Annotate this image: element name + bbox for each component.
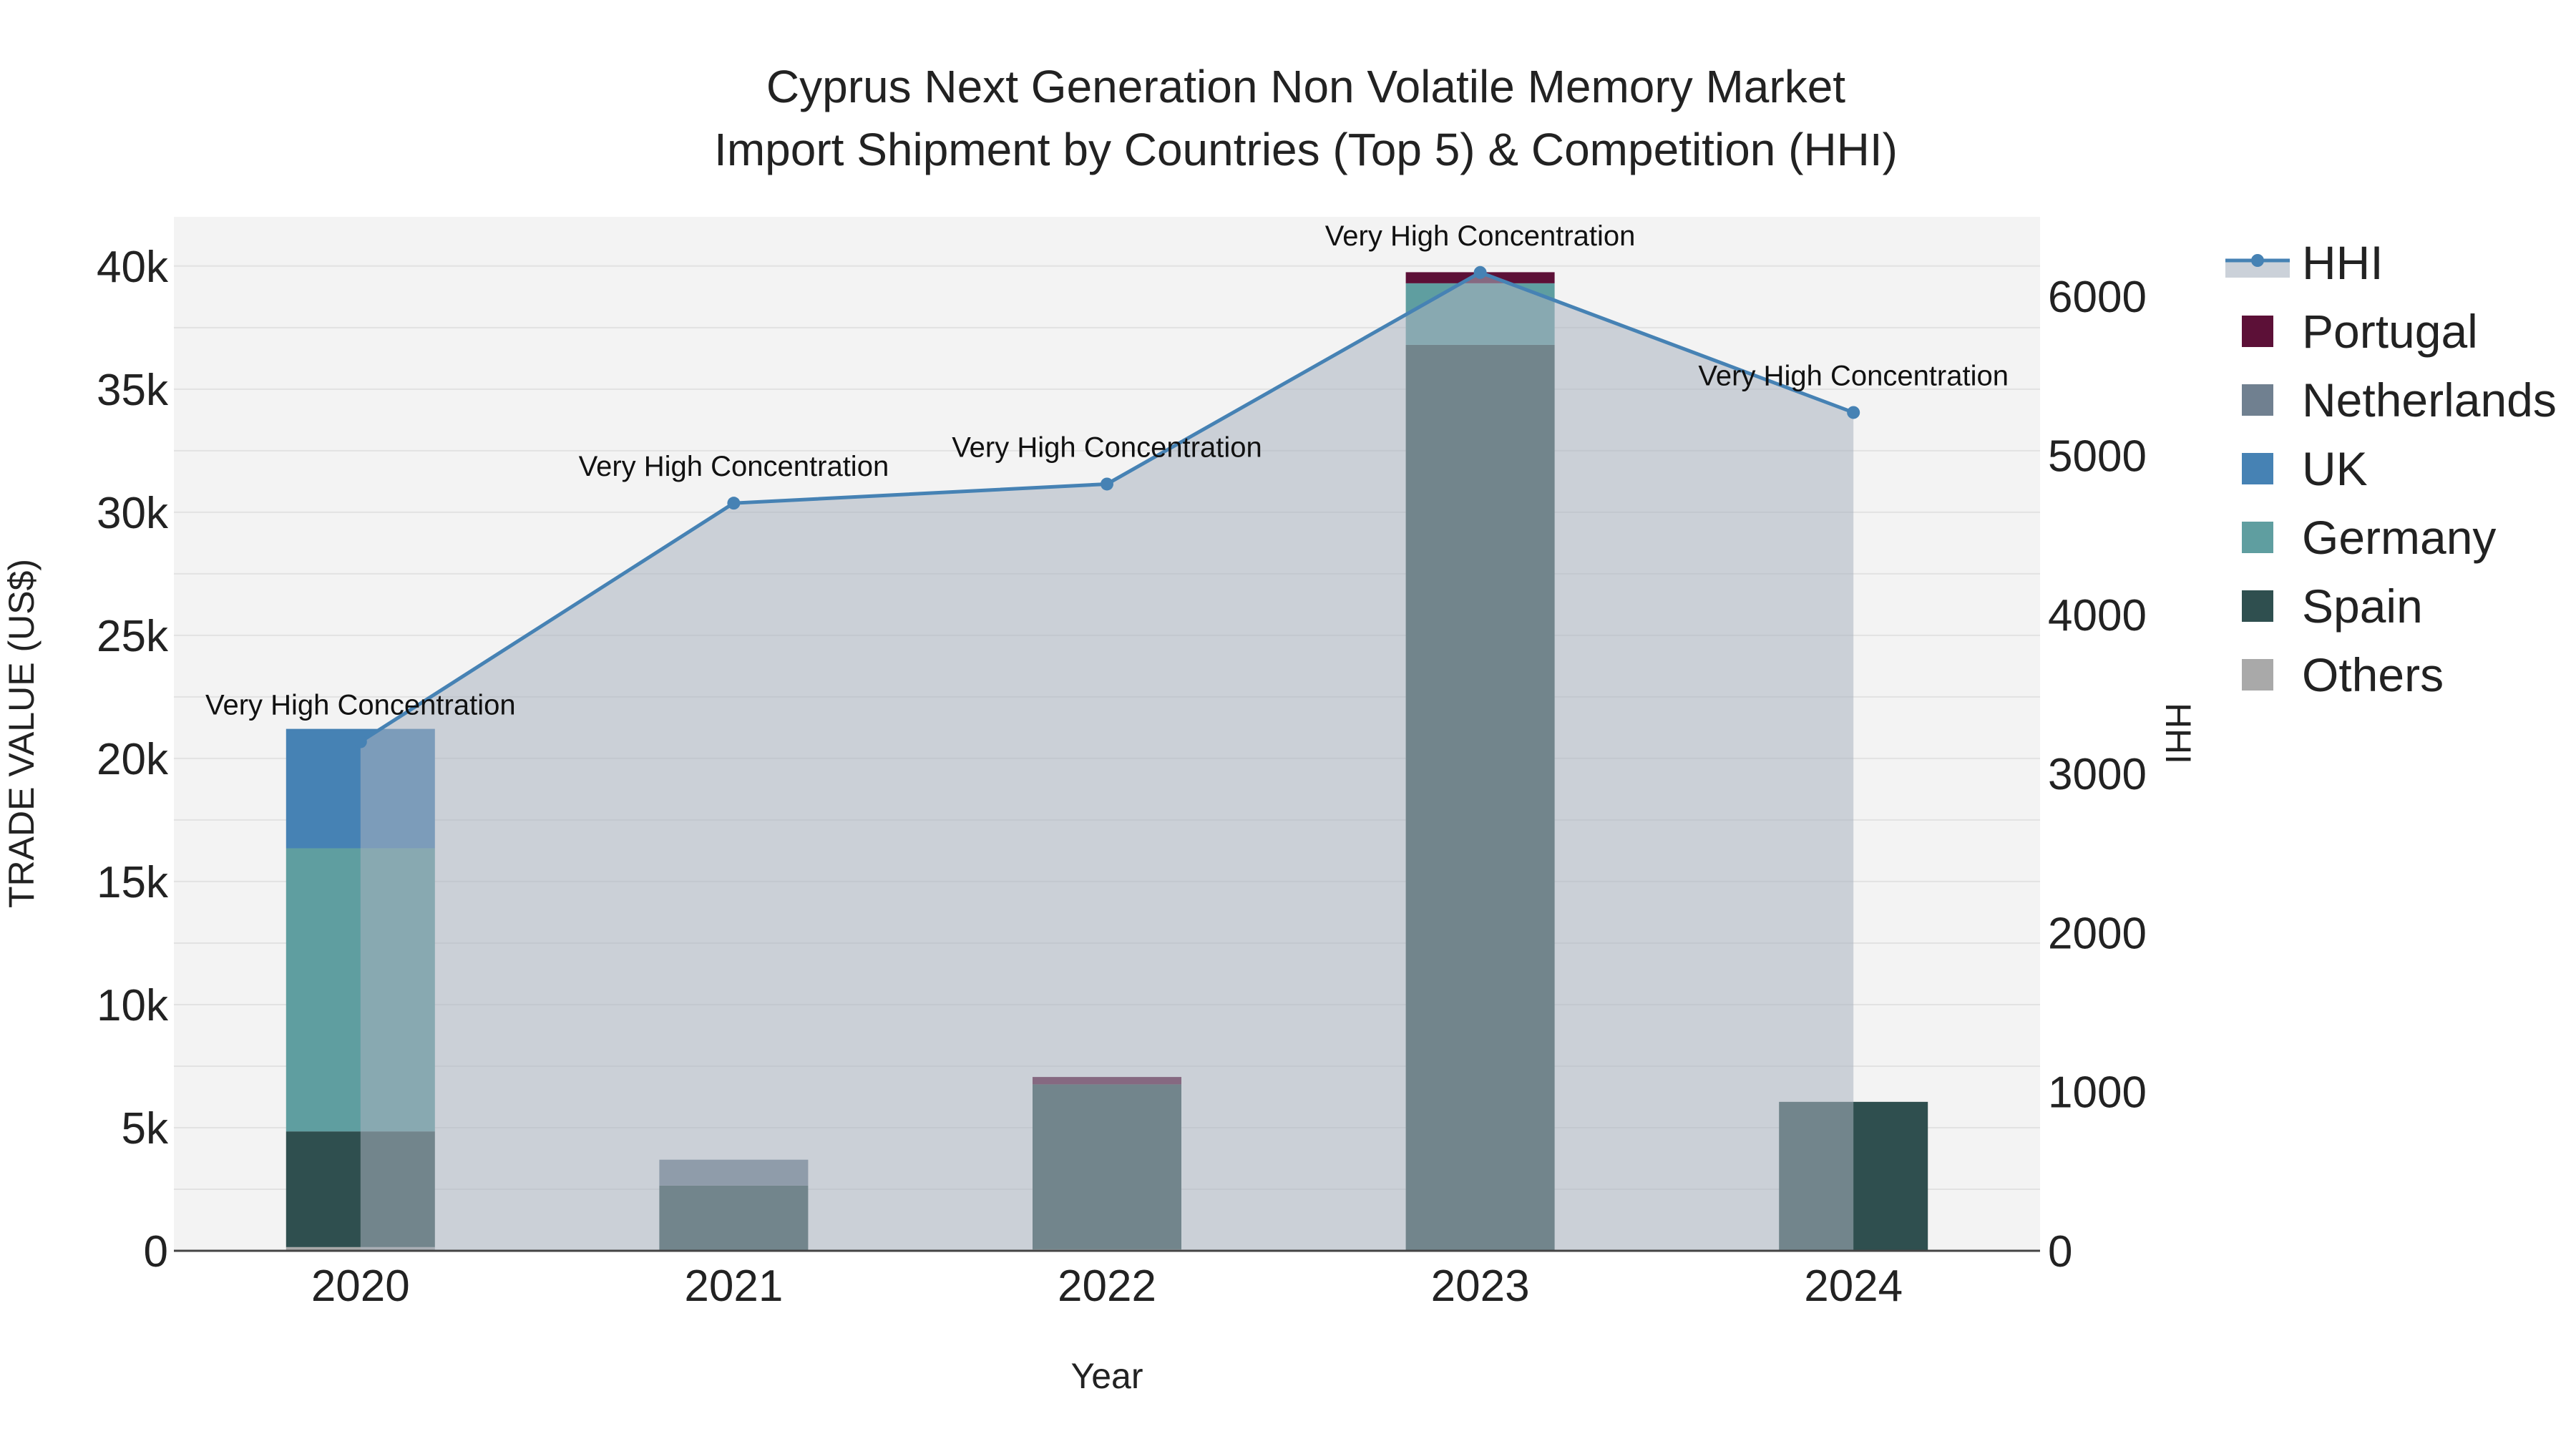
legend-label: Germany <box>2302 511 2496 564</box>
x-tick-label: 2024 <box>1804 1262 1903 1311</box>
y-axis-ticks: 0 5k 10k 15k 20k 25k 30k 35k 40k <box>97 243 169 1277</box>
hhi-annotation-2024: Very High Concentration <box>1698 360 2009 391</box>
x-axis-ticks: 2020 2021 2022 2023 2024 <box>311 1262 1903 1311</box>
x-tick-label: 2020 <box>311 1262 410 1311</box>
chart-title-line-1: Cyprus Next Generation Non Volatile Memo… <box>766 61 1845 112</box>
legend-item-portugal[interactable]: Portugal <box>2242 305 2478 358</box>
legend-swatch <box>2242 316 2273 347</box>
y-tick-label: 10k <box>97 981 169 1030</box>
legend-item-hhi[interactable]: HHI <box>2225 236 2384 289</box>
hhi-point-2024 <box>1847 406 1860 419</box>
legend-label: Spain <box>2302 580 2423 633</box>
legend-label: Others <box>2302 648 2444 701</box>
y2-tick-label: 0 <box>2048 1227 2072 1277</box>
y-axis-title: TRADE VALUE (US$) <box>1 559 42 908</box>
y2-axis-title: HHI <box>2158 703 2198 764</box>
hhi-annotation-2022: Very High Concentration <box>952 431 1262 463</box>
hhi-annotation-2021: Very High Concentration <box>579 451 889 482</box>
hhi-area-group <box>360 272 1854 1252</box>
hhi-point-2021 <box>727 497 741 510</box>
y-tick-label: 35k <box>97 366 169 415</box>
hhi-point-2022 <box>1101 477 1113 491</box>
legend-item-uk[interactable]: UK <box>2242 442 2368 495</box>
y-tick-label: 15k <box>97 858 169 907</box>
hhi-point-2023 <box>1473 265 1487 279</box>
legend-swatch <box>2242 522 2273 553</box>
legend-swatch <box>2242 659 2273 691</box>
x-tick-label: 2022 <box>1058 1262 1156 1311</box>
legend-swatch <box>2242 384 2273 416</box>
hhi-point-2020 <box>353 735 367 748</box>
y-tick-label: 5k <box>122 1104 169 1153</box>
y2-tick-label: 5000 <box>2048 431 2147 481</box>
legend-label: Netherlands <box>2302 374 2557 426</box>
y-tick-label: 0 <box>144 1227 168 1277</box>
hhi-annotation-2023: Very High Concentration <box>1325 220 1636 252</box>
y-tick-label: 30k <box>97 489 169 538</box>
y-tick-label: 25k <box>97 612 169 661</box>
x-tick-label: 2021 <box>684 1262 783 1311</box>
y-tick-label: 40k <box>97 243 169 292</box>
y2-tick-label: 1000 <box>2048 1068 2147 1118</box>
legend-item-spain[interactable]: Spain <box>2242 580 2423 633</box>
y2-axis-ticks: 0 1000 2000 3000 4000 5000 6000 <box>2048 273 2147 1277</box>
y2-tick-label: 4000 <box>2048 591 2147 640</box>
legend-swatch <box>2242 590 2273 622</box>
hhi-area <box>360 272 1854 1252</box>
legend-label: Portugal <box>2302 305 2478 358</box>
x-tick-label: 2023 <box>1431 1262 1530 1311</box>
legend-swatch-hhi-marker <box>2251 254 2264 267</box>
legend-swatch <box>2242 453 2273 484</box>
chart-title-line-2: Import Shipment by Countries (Top 5) & C… <box>714 124 1898 175</box>
legend: HHI Portugal Netherlands UK Germany Spain Othe… <box>2225 236 2557 701</box>
legend-item-netherlands[interactable]: Netherlands <box>2242 374 2557 426</box>
legend-label: HHI <box>2302 236 2384 289</box>
legend-label: UK <box>2302 442 2368 495</box>
y2-tick-label: 3000 <box>2048 750 2147 799</box>
legend-item-others[interactable]: Others <box>2242 648 2444 701</box>
legend-item-germany[interactable]: Germany <box>2242 511 2496 564</box>
hhi-annotations: Very High Concentration Very High Concent… <box>205 220 2009 721</box>
y2-tick-label: 6000 <box>2048 273 2147 322</box>
x-axis-title: Year <box>1070 1356 1143 1396</box>
y-tick-label: 20k <box>97 735 169 784</box>
hhi-line-group <box>353 265 1860 748</box>
y2-tick-label: 2000 <box>2048 909 2147 958</box>
hhi-annotation-2020: Very High Concentration <box>205 690 516 721</box>
